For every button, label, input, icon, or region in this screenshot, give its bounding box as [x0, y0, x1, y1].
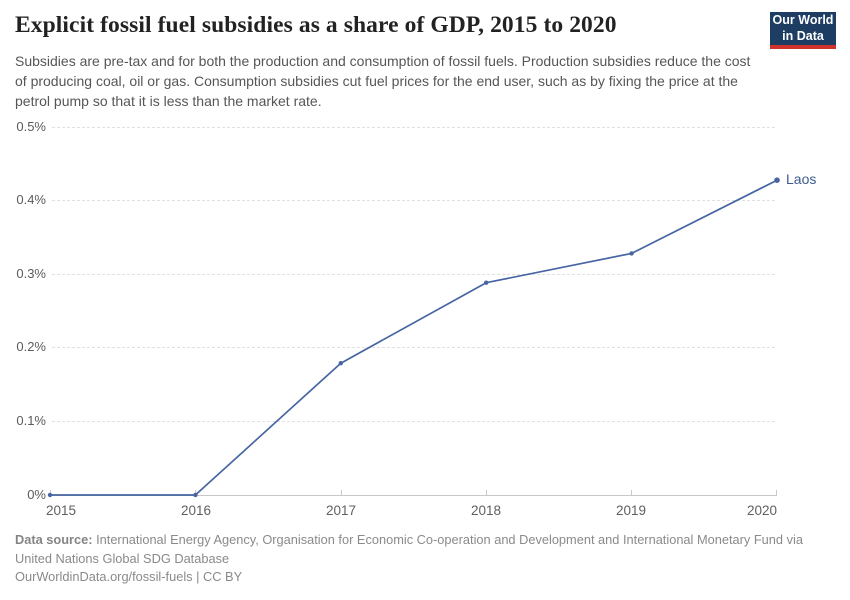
data-source-note: Data source: International Energy Agency…	[15, 531, 827, 568]
data-point[interactable]	[47, 492, 53, 498]
data-point[interactable]	[193, 492, 198, 498]
x-axis-line	[48, 495, 777, 496]
y-tick-label: 0.5%	[16, 119, 46, 134]
owid-logo-line1: Our World	[772, 13, 834, 28]
y-tick-label: 0.2%	[16, 339, 46, 354]
laos-line[interactable]	[50, 179, 778, 496]
x-axis-tick	[486, 490, 487, 495]
x-tick-label: 2017	[325, 503, 357, 518]
x-axis-tick	[195, 490, 196, 495]
x-axis-tick	[631, 490, 632, 495]
data-point[interactable]	[338, 361, 343, 366]
x-axis-tick	[341, 490, 342, 495]
gridline	[52, 347, 775, 348]
data-point[interactable]	[774, 177, 780, 183]
series-label-laos[interactable]: Laos	[786, 171, 817, 187]
x-axis-tick	[50, 490, 51, 495]
data-point[interactable]	[484, 280, 489, 285]
x-axis-tick	[776, 490, 777, 495]
gridline	[52, 127, 775, 128]
y-tick-label: 0%	[27, 487, 46, 502]
license-link[interactable]: OurWorldinData.org/fossil-fuels | CC BY	[15, 569, 243, 584]
data-point[interactable]	[629, 251, 634, 256]
owid-logo[interactable]: Our World in Data	[770, 12, 836, 49]
x-tick-label: 2016	[180, 503, 212, 518]
data-source-label: Data source:	[15, 532, 93, 547]
x-tick-label: 2019	[615, 503, 647, 518]
y-tick-label: 0.4%	[16, 192, 46, 207]
x-tick-label: 2020	[746, 503, 777, 518]
owid-logo-line2: in Data	[782, 28, 824, 43]
gridline	[52, 421, 775, 422]
gridline	[52, 274, 775, 275]
y-tick-label: 0.1%	[16, 413, 46, 428]
x-tick-label: 2015	[46, 503, 77, 518]
chart-subtitle: Subsidies are pre-tax and for both the p…	[15, 53, 751, 109]
gridline	[52, 200, 775, 201]
data-source-text: International Energy Agency, Organisatio…	[15, 532, 803, 566]
chart-title: Explicit fossil fuel subsidies as a shar…	[15, 12, 617, 38]
x-tick-label: 2018	[470, 503, 502, 518]
y-tick-label: 0.3%	[16, 266, 46, 281]
